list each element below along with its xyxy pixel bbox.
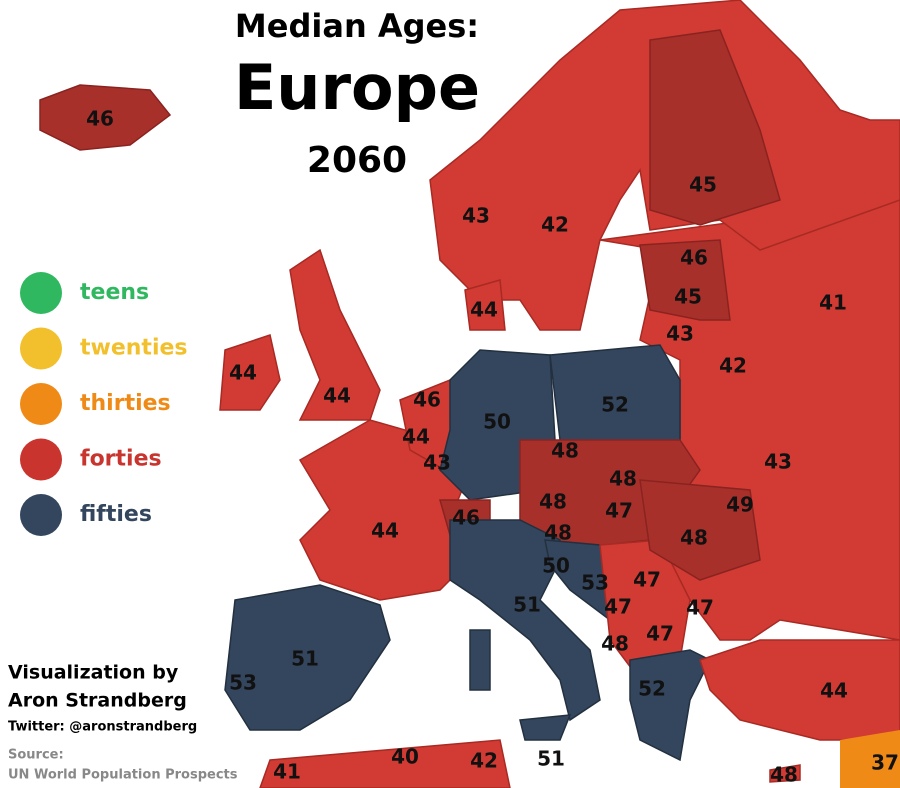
region-value: 43 <box>423 451 451 475</box>
legend-label: fifties <box>80 502 152 527</box>
region-value: 50 <box>483 410 511 434</box>
legend-swatch <box>20 272 62 314</box>
region-value: 43 <box>462 204 490 228</box>
region-value: 44 <box>470 298 498 322</box>
legend-swatch <box>20 327 62 370</box>
region-value: 41 <box>819 291 847 315</box>
region-value: 47 <box>686 596 714 620</box>
region-value: 47 <box>633 568 661 592</box>
region-value: 42 <box>719 354 747 378</box>
region-value: 51 <box>537 747 565 771</box>
source-label: Source: <box>8 748 64 763</box>
region-value: 49 <box>726 493 754 517</box>
region-value: 53 <box>581 571 609 595</box>
legend-swatch <box>20 438 62 481</box>
iberia <box>224 584 391 731</box>
credit: Twitter: @aronstrandberg <box>8 720 197 735</box>
syria <box>840 730 900 788</box>
region-value: 48 <box>680 526 708 550</box>
region-value: 47 <box>646 622 674 646</box>
region-value: 45 <box>689 173 717 197</box>
region-value: 52 <box>638 677 666 701</box>
region-value: 48 <box>609 467 637 491</box>
sicily <box>519 714 572 741</box>
turkey <box>699 639 900 741</box>
region-value: 44 <box>402 425 430 449</box>
cyprus <box>769 764 801 783</box>
region-value: 51 <box>513 593 541 617</box>
credit: Visualization by <box>8 662 179 684</box>
title-line: Median Ages: <box>235 7 479 45</box>
region-value: 48 <box>544 521 572 545</box>
uk <box>289 248 381 421</box>
region-value: 44 <box>371 519 399 543</box>
region-value: 44 <box>323 384 351 408</box>
region-value: 42 <box>470 749 498 773</box>
title-year: 2060 <box>307 140 407 181</box>
baltics <box>639 239 731 321</box>
greece <box>629 649 712 762</box>
ireland <box>219 334 281 411</box>
legend-swatch <box>20 494 62 536</box>
legend-label: forties <box>80 447 162 472</box>
iceland <box>39 84 172 151</box>
region-value: 48 <box>601 632 629 656</box>
region-value: 48 <box>551 439 579 463</box>
region-value: 52 <box>601 393 629 417</box>
land <box>39 0 900 788</box>
region-value: 46 <box>413 388 441 412</box>
region-value: 45 <box>674 285 702 309</box>
region-value: 44 <box>820 679 848 703</box>
legend-label: twenties <box>80 336 188 361</box>
north-africa <box>259 739 511 788</box>
region-value: 48 <box>770 763 798 787</box>
credit: Aron Strandberg <box>8 690 187 712</box>
region-value: 48 <box>539 490 567 514</box>
italy <box>449 519 601 722</box>
region-value: 46 <box>86 107 114 131</box>
title-main: Europe <box>234 51 480 124</box>
region-value: 50 <box>542 554 570 578</box>
region-value: 43 <box>666 322 694 346</box>
region-value: 40 <box>391 745 419 769</box>
legend-label: thirties <box>80 391 171 416</box>
region-value: 53 <box>229 671 257 695</box>
region-value: 41 <box>273 760 301 784</box>
source: UN World Population Prospects <box>8 768 238 783</box>
denmark <box>464 279 506 331</box>
legend-label: teens <box>80 280 149 305</box>
region-value: 46 <box>680 246 708 270</box>
legend: teens twenties thirties forties fifties <box>20 272 188 536</box>
region-value: 43 <box>764 450 792 474</box>
legend-swatch <box>20 383 62 425</box>
region-value: 37 <box>871 751 899 775</box>
sardinia <box>469 629 491 691</box>
finland <box>649 29 781 226</box>
region-value: 47 <box>604 595 632 619</box>
romania <box>639 479 761 581</box>
region-value: 44 <box>229 361 257 385</box>
region-value: 47 <box>605 499 633 523</box>
region-value: 46 <box>452 506 480 530</box>
region-value: 51 <box>291 647 319 671</box>
region-value: 42 <box>541 213 569 237</box>
